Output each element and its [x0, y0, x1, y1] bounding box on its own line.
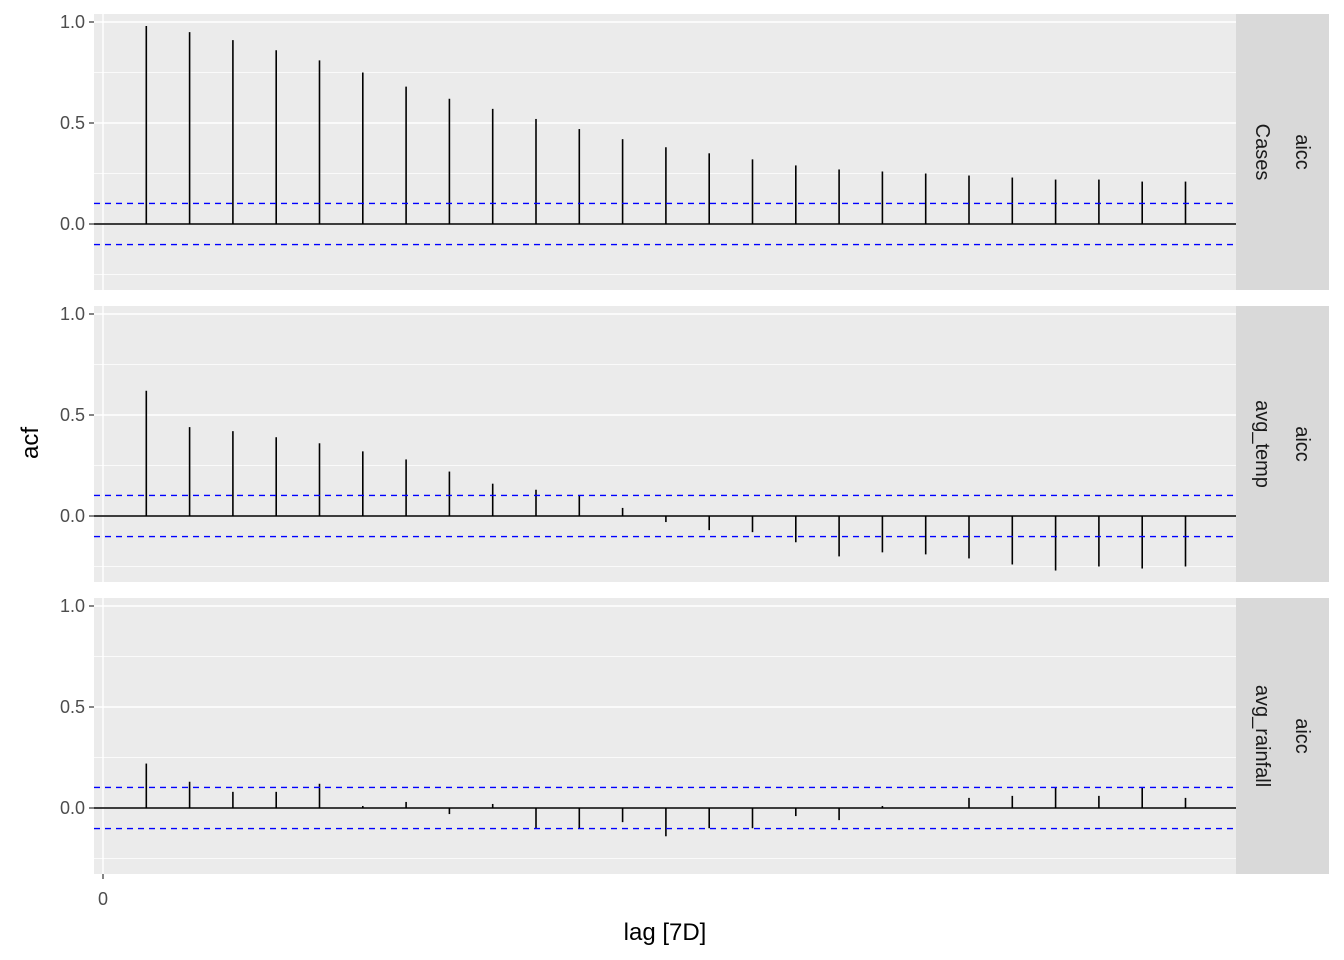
y-tick-label: 1.0 — [60, 12, 85, 32]
facet-strip — [1236, 14, 1329, 290]
y-tick-label: 1.0 — [60, 304, 85, 324]
panel-background — [94, 306, 1236, 582]
facet-strip — [1236, 306, 1329, 582]
y-tick-label: 0.0 — [60, 798, 85, 818]
y-tick-label: 0.5 — [60, 697, 85, 717]
x-tick-label: 0 — [98, 889, 108, 909]
panel-avg-rainfall: 0.0 0.5 1.0 avg_rainfall aicc — [60, 596, 1329, 874]
panel-cases: 0.0 0.5 1.0 Cases aicc — [60, 12, 1329, 290]
strip-label-series: Cases — [1251, 124, 1273, 181]
y-tick-label: 0.0 — [60, 214, 85, 234]
x-axis-title: lag [7D] — [624, 919, 707, 946]
y-tick-label: 0.0 — [60, 506, 85, 526]
strip-label-series: avg_temp — [1251, 400, 1273, 488]
panel-avg-temp: 0.0 0.5 1.0 avg_temp aicc — [60, 304, 1329, 582]
y-tick-label: 0.5 — [60, 113, 85, 133]
facet-strip — [1236, 598, 1329, 874]
panel-background — [94, 598, 1236, 874]
panel-background — [94, 14, 1236, 290]
y-tick-label: 1.0 — [60, 596, 85, 616]
y-tick-label: 0.5 — [60, 405, 85, 425]
strip-label-model: aicc — [1291, 718, 1313, 754]
strip-label-series: avg_rainfall — [1251, 685, 1273, 787]
strip-label-model: aicc — [1291, 426, 1313, 462]
y-axis-title: acf — [17, 427, 44, 459]
strip-label-model: aicc — [1291, 134, 1313, 170]
